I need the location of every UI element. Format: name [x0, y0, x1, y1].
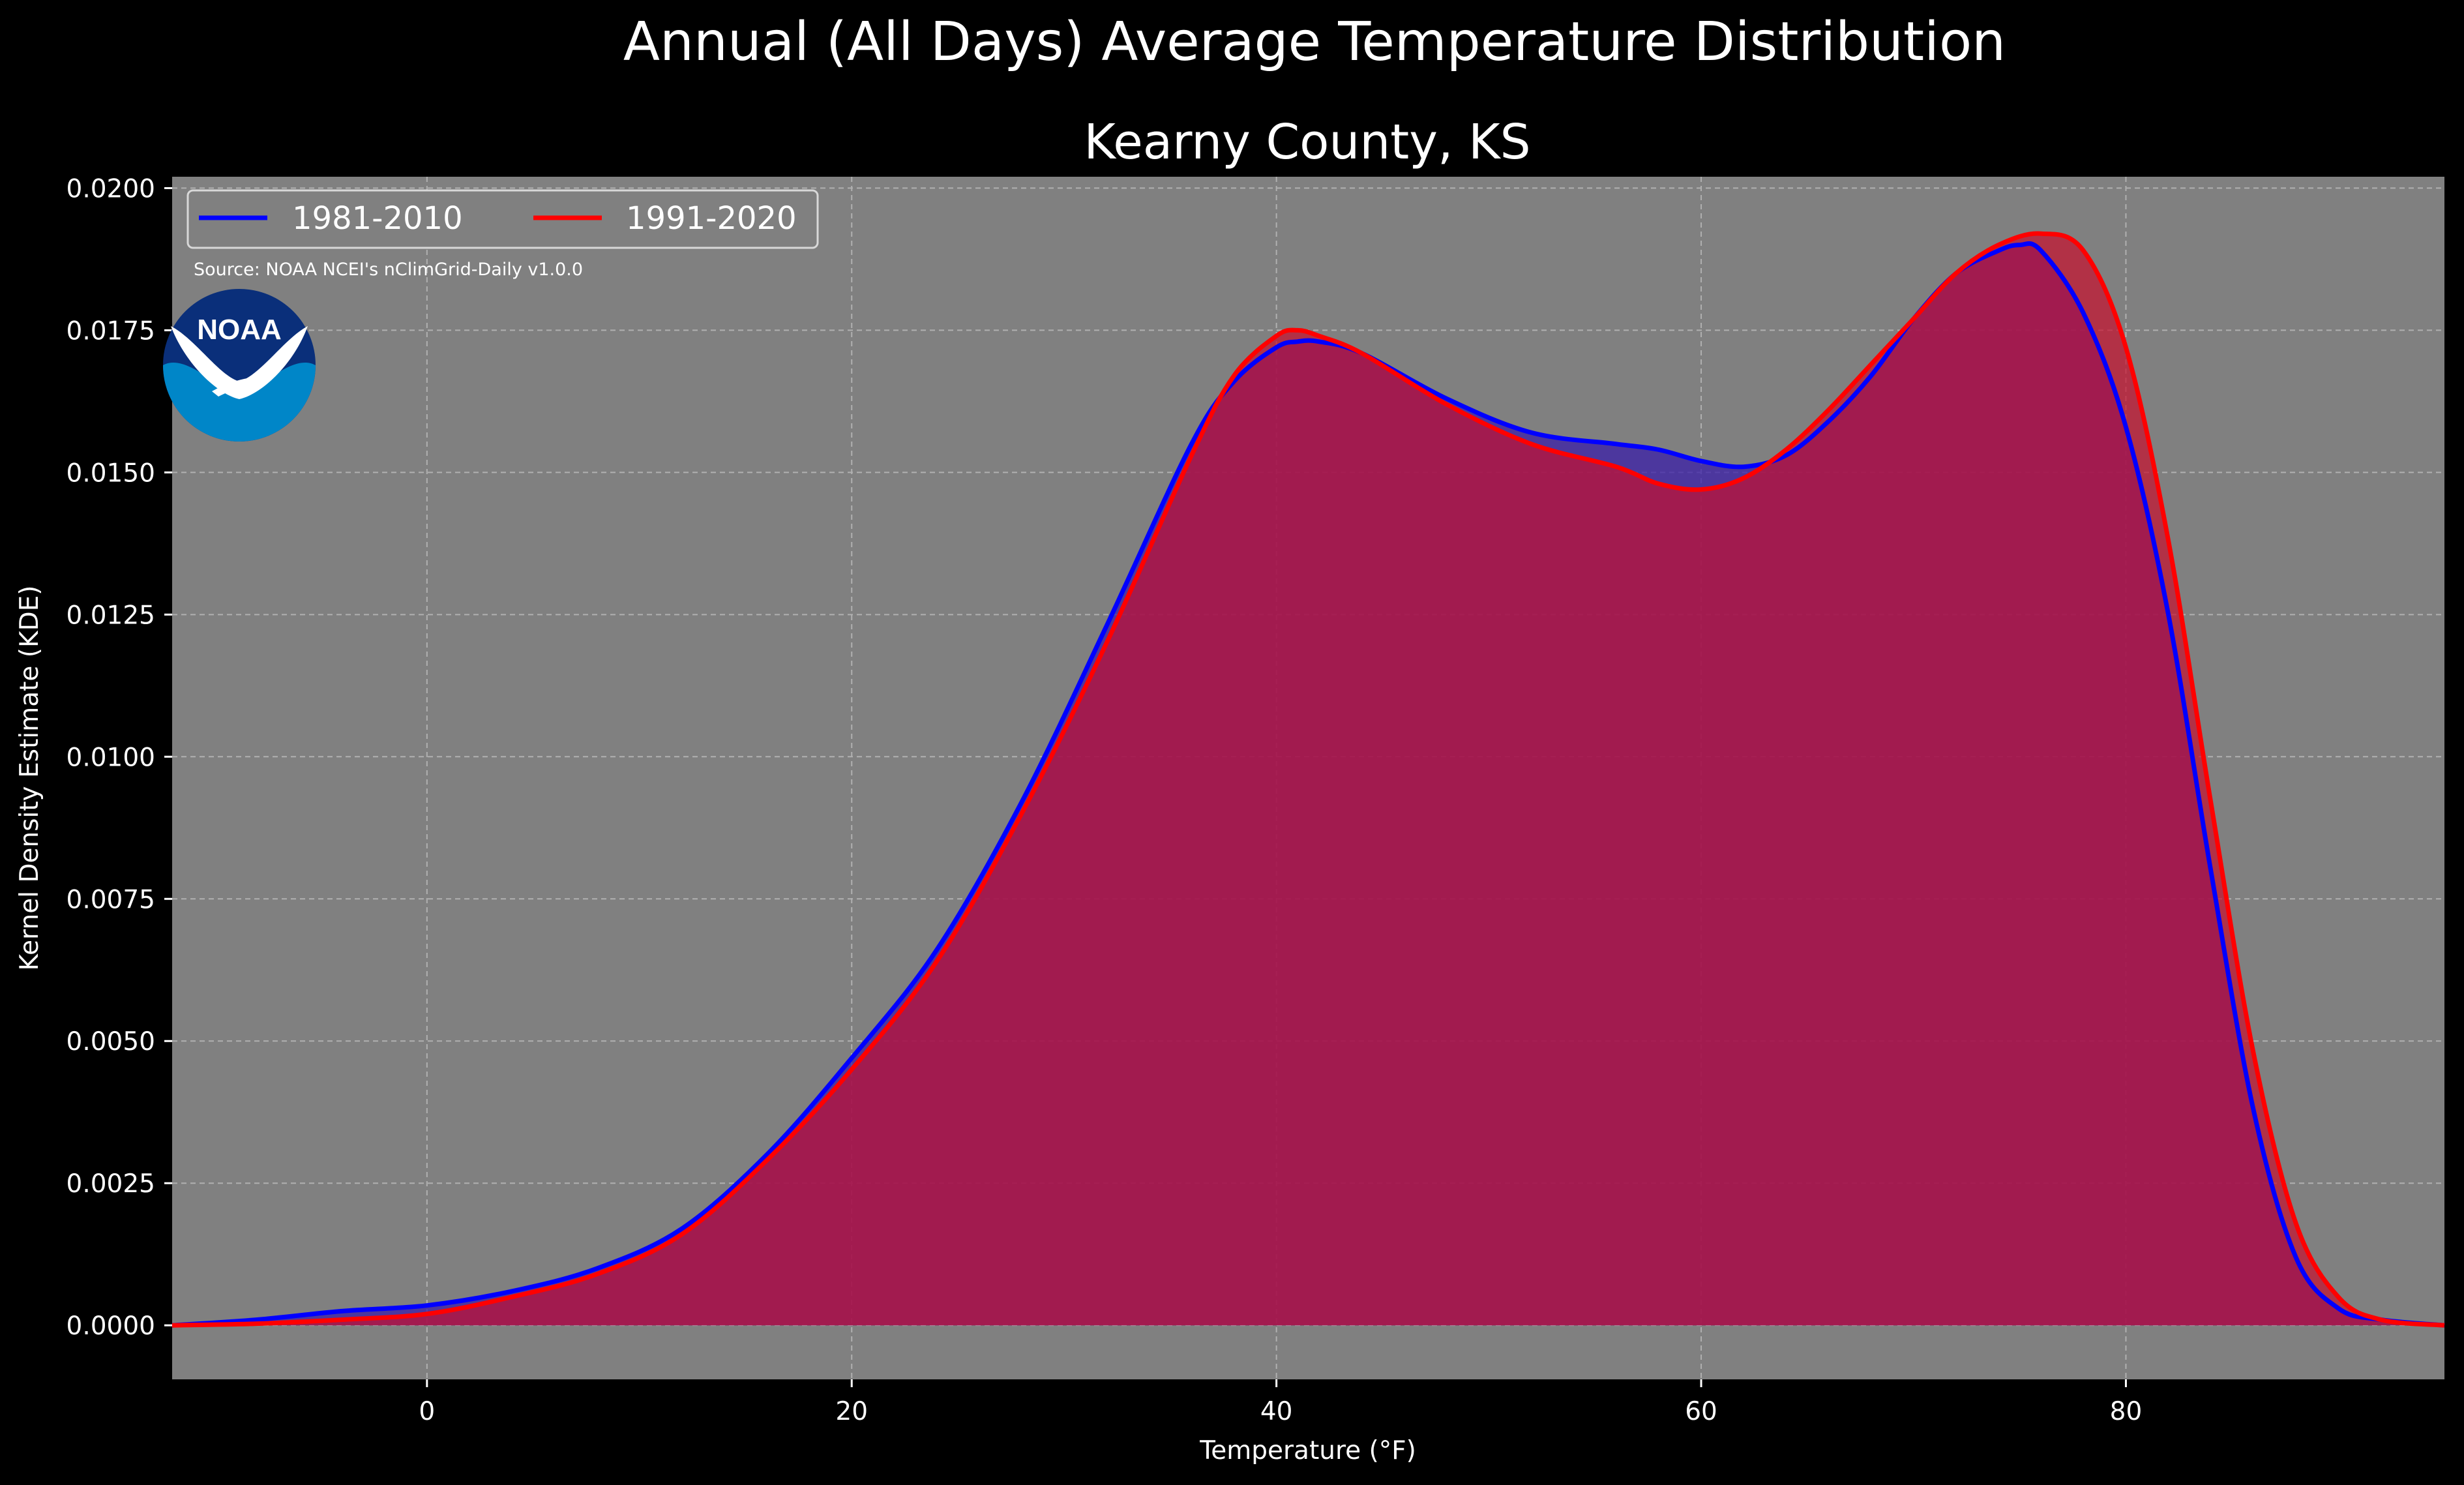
chart-title: Kearny County, KS: [1084, 114, 1530, 170]
legend: 1981-2010 1991-2020: [186, 189, 819, 249]
density-lines: [171, 231, 2445, 1328]
source-note: Source: NOAA NCEI's nClimGrid-Daily v1.0…: [194, 260, 583, 280]
y-tick-label: 0.0025: [67, 1169, 155, 1199]
y-tick-label: 0.0150: [67, 458, 155, 488]
y-tick-label: 0.0050: [67, 1027, 155, 1057]
x-tick-label: 20: [835, 1397, 868, 1426]
line-1981-2010: [171, 241, 2445, 1328]
y-axis-label: Kernel Density Estimate (KDE): [15, 586, 44, 971]
x-tick-label: 40: [1260, 1397, 1293, 1426]
figure-title: Annual (All Days) Average Temperature Di…: [623, 11, 2006, 73]
legend-box: [186, 189, 819, 249]
density-areas: [172, 233, 2444, 1326]
legend-label-1981-2010: 1981-2010: [292, 200, 463, 237]
y-tick-label: 0.0000: [67, 1312, 155, 1341]
y-tick-label: 0.0100: [67, 743, 155, 772]
y-tick-label: 0.0125: [67, 601, 155, 630]
y-tick-label: 0.0075: [67, 885, 155, 914]
logo-lower-half: [163, 362, 316, 442]
legend-label-1991-2020: 1991-2020: [626, 200, 797, 237]
x-axis-label: Temperature (°F): [1199, 1436, 1416, 1465]
line-1991-2020: [171, 231, 2445, 1328]
y-axis-ticks: 0.0000 0.0025 0.0050 0.0075 0.0100 0.0125 0.01…: [67, 174, 172, 1341]
noaa-logo: NOAA: [163, 289, 316, 442]
y-tick-label: 0.0175: [67, 316, 155, 346]
x-axis-ticks: 0 20 40 60 80: [419, 1379, 2142, 1426]
y-tick-label: 0.0200: [67, 174, 155, 203]
x-tick-label: 0: [419, 1397, 435, 1426]
area-1991-2020: [172, 233, 2444, 1326]
x-tick-label: 60: [1685, 1397, 1717, 1426]
logo-wing-icon: [212, 377, 273, 397]
logo-text: NOAA: [197, 314, 282, 346]
x-tick-label: 80: [2110, 1397, 2143, 1426]
